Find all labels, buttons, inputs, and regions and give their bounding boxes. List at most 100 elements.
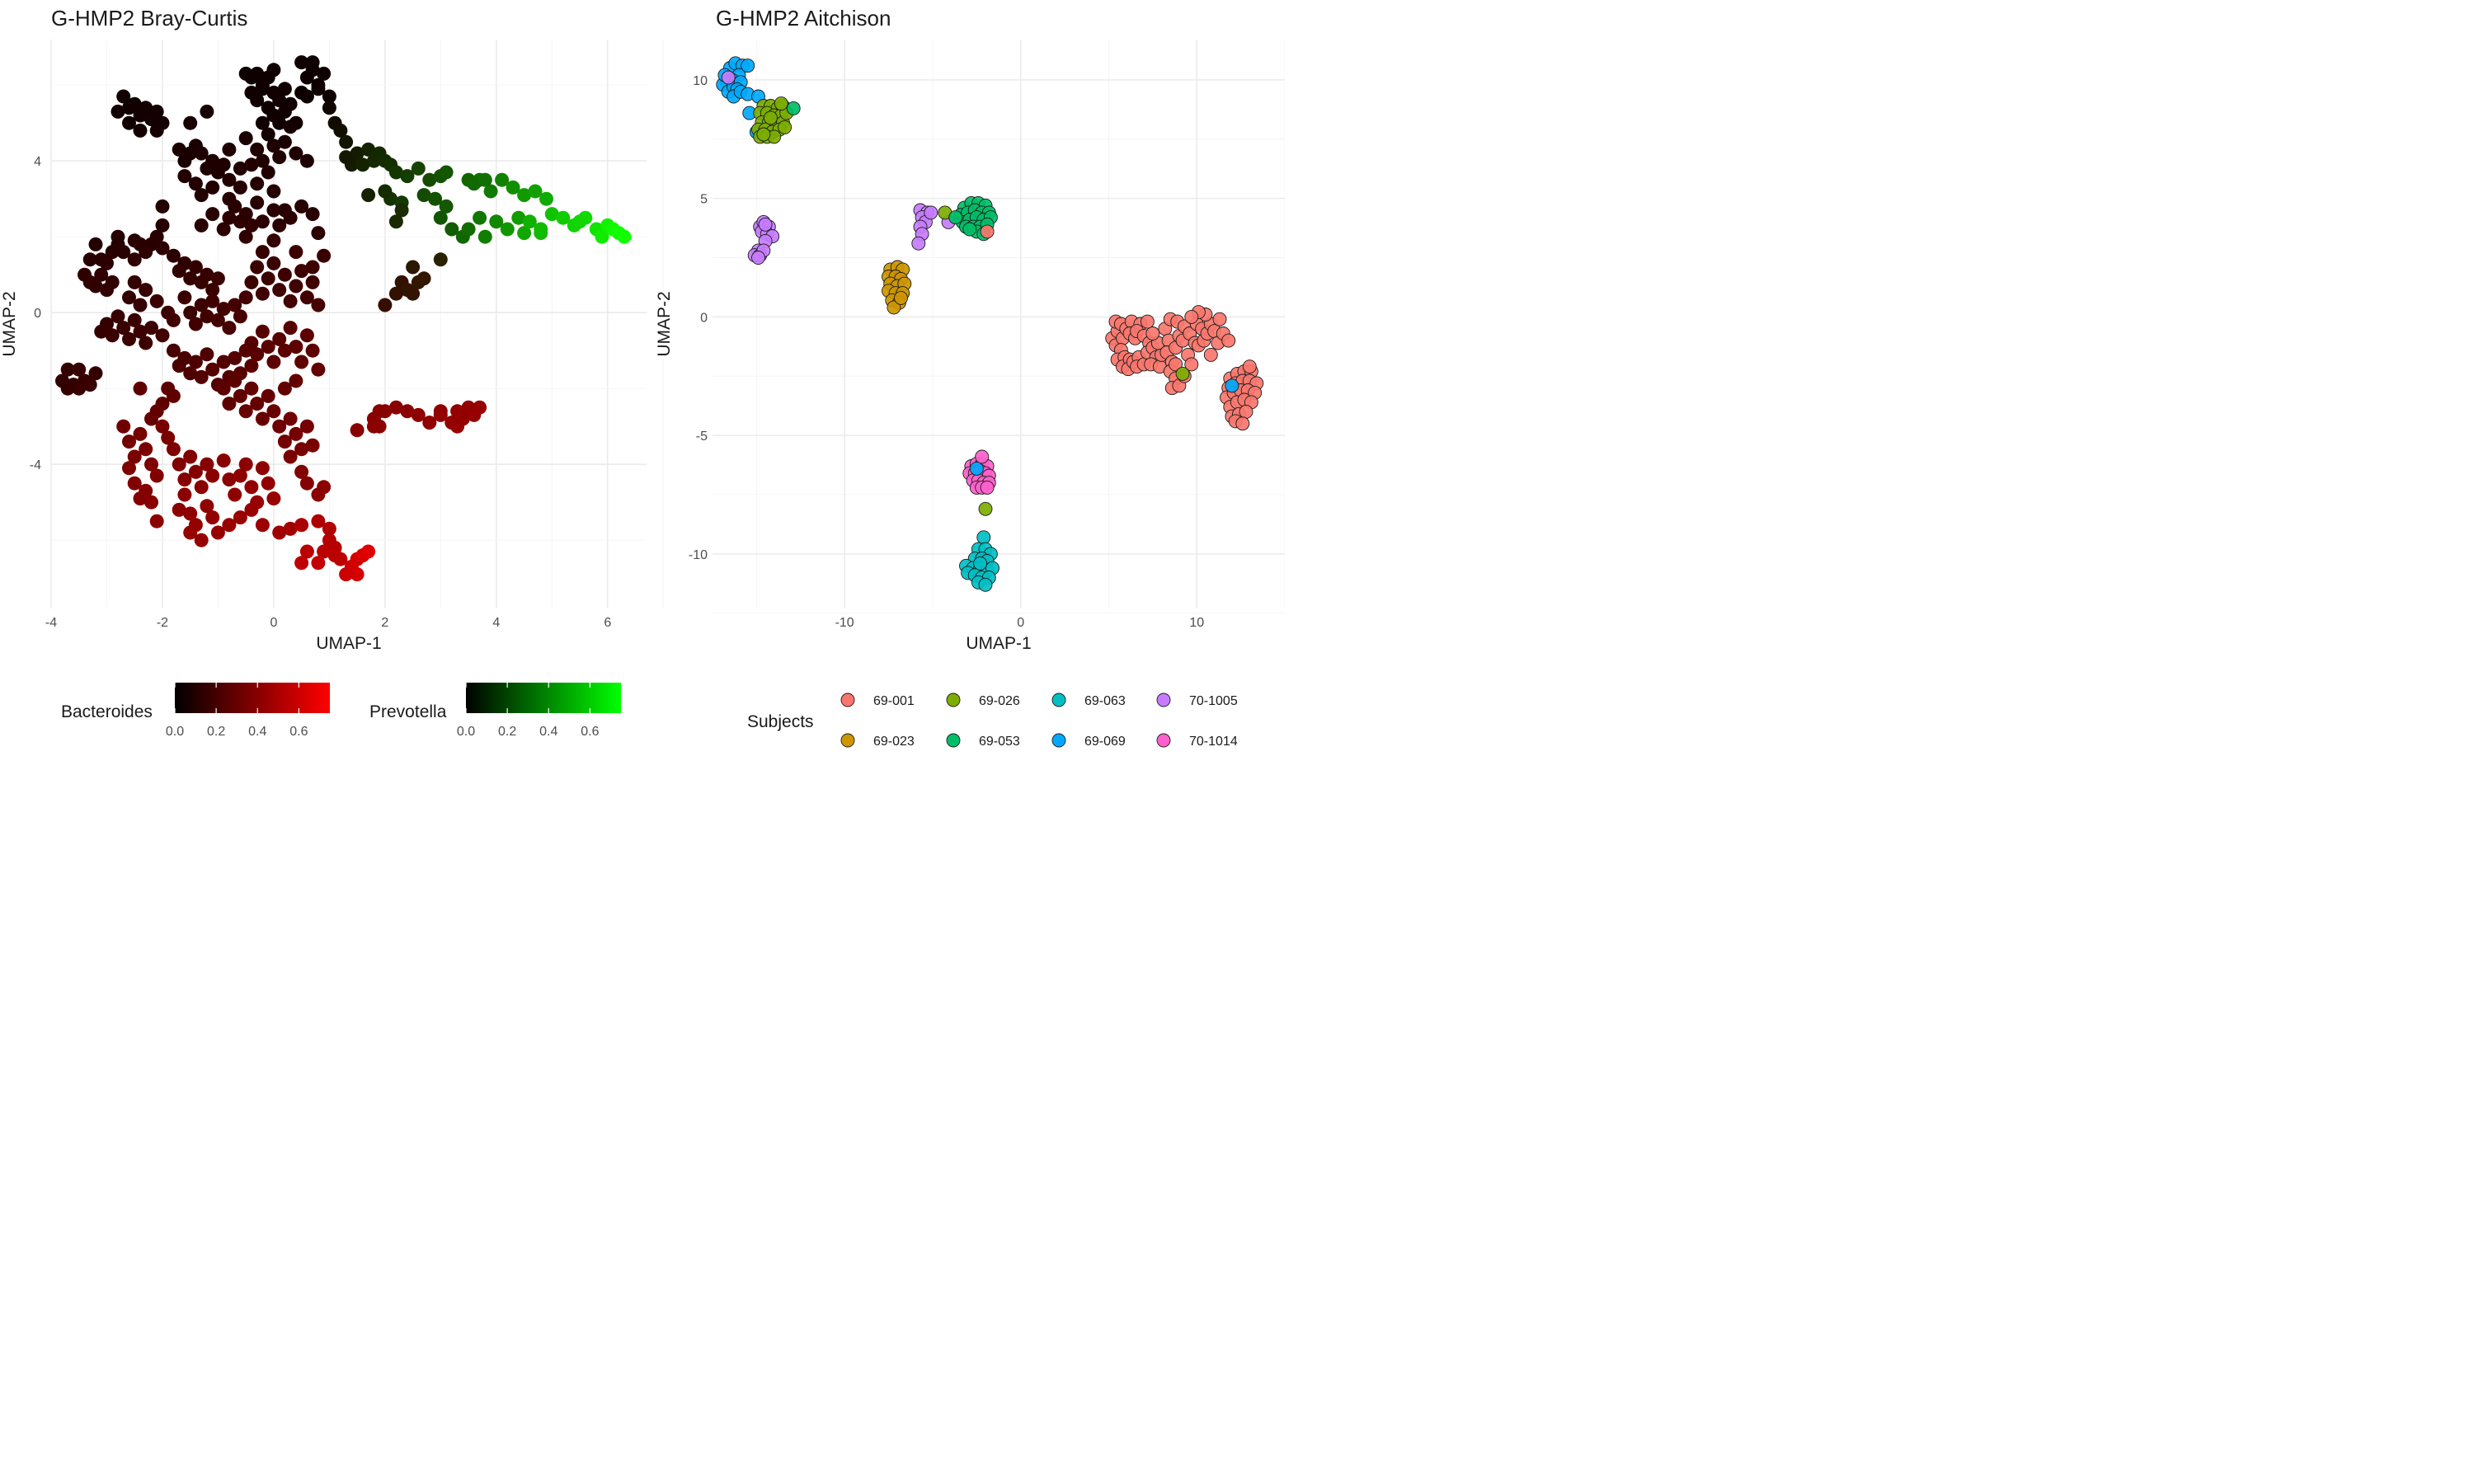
aitchison-point	[758, 217, 773, 232]
bray-curtis-point	[272, 93, 287, 108]
colorbar-tick-label: 0.6	[581, 725, 599, 739]
aitchison-point	[924, 205, 938, 220]
bray-curtis-point	[111, 229, 125, 244]
aitchison-points	[716, 56, 1264, 592]
bray-curtis-point	[166, 442, 181, 457]
bray-curtis-point	[277, 104, 292, 119]
bray-curtis-point	[100, 256, 114, 270]
aitchison-point	[1239, 404, 1253, 419]
bray-curtis-point	[289, 373, 303, 388]
bray-curtis-point	[111, 104, 125, 119]
bray-curtis-point	[210, 525, 225, 540]
aitchison-point	[786, 101, 801, 115]
bray-curtis-point	[183, 506, 198, 521]
bray-curtis-point	[400, 404, 415, 419]
legend-key-69-053	[946, 733, 961, 748]
bray-curtis-point	[238, 404, 253, 419]
aitchison-point	[1221, 333, 1236, 348]
bray-curtis-point	[149, 468, 164, 483]
bray-curtis-point	[122, 331, 136, 346]
aitchison-y-axis-title: UMAP-2	[655, 291, 674, 356]
bray-curtis-point	[233, 510, 247, 525]
bray-curtis-y-ticks: -4 0 4	[30, 155, 41, 472]
bray-curtis-point	[489, 214, 504, 229]
legend-label: 69-053	[979, 735, 1020, 749]
bray-curtis-point	[317, 544, 332, 559]
bray-curtis-point	[238, 457, 253, 472]
bray-curtis-point	[116, 89, 131, 104]
aitchison-point	[962, 222, 977, 237]
bray-curtis-point	[444, 222, 459, 237]
bray-curtis-point	[311, 226, 326, 241]
legend-label: 69-026	[979, 694, 1020, 708]
bray-curtis-point	[250, 397, 265, 411]
bray-curtis-point	[400, 169, 415, 184]
aitchison-point	[948, 210, 963, 225]
bray-curtis-point	[183, 366, 198, 381]
bray-curtis-point	[183, 525, 198, 540]
bray-curtis-point	[205, 510, 220, 525]
aitchison-x-tick-label: 0	[1017, 616, 1024, 630]
bray-curtis-point	[205, 362, 220, 377]
bray-curtis-point	[238, 290, 253, 305]
bray-curtis-point	[216, 157, 231, 172]
bray-curtis-point	[166, 312, 181, 327]
bray-curtis-point	[511, 210, 526, 225]
bray-curtis-point	[439, 165, 454, 180]
bray-curtis-point	[572, 214, 587, 229]
bray-curtis-point	[266, 233, 281, 248]
bray-curtis-point	[255, 411, 270, 426]
aitchison-point	[778, 120, 793, 134]
bray-curtis-point	[183, 271, 198, 286]
bray-curtis-point	[272, 331, 287, 346]
bray-curtis-point	[177, 487, 192, 502]
bray-curtis-point	[144, 411, 158, 426]
bray-curtis-point	[406, 260, 421, 275]
prevotella-legend: Prevotella 0.0 0.2 0.4 0.6	[369, 683, 621, 739]
bray-curtis-point	[299, 544, 314, 559]
aitchison-y-tick-label: 0	[700, 311, 708, 325]
bray-curtis-point	[255, 518, 270, 533]
bray-curtis-point	[350, 423, 365, 438]
bray-curtis-point	[528, 184, 543, 199]
bray-curtis-point	[250, 260, 265, 275]
bray-curtis-point	[222, 142, 237, 157]
colorbar-tick-label: 0.4	[539, 725, 557, 739]
aitchison-point	[975, 449, 990, 464]
bray-curtis-point	[339, 134, 354, 149]
bray-curtis-x-tick-label: 6	[604, 616, 611, 630]
bray-curtis-point	[194, 533, 209, 547]
bray-curtis-point	[155, 419, 170, 434]
bray-curtis-point	[111, 309, 125, 324]
bray-curtis-point	[361, 188, 376, 203]
bray-curtis-point	[355, 157, 370, 172]
bray-curtis-point	[149, 294, 164, 308]
bray-curtis-point	[317, 66, 332, 81]
bray-curtis-point	[517, 226, 532, 241]
bray-curtis-point	[289, 279, 303, 294]
colorbar-tick-label: 0.0	[457, 725, 475, 739]
legend-key-70-1005	[1156, 693, 1171, 707]
bray-curtis-point	[244, 157, 259, 172]
legend-label: 70-1014	[1189, 735, 1238, 749]
bray-curtis-point	[556, 210, 571, 225]
bray-curtis-point	[261, 476, 275, 491]
bray-curtis-point	[188, 355, 203, 369]
bray-curtis-point	[188, 317, 203, 331]
bray-curtis-point	[177, 350, 192, 365]
bray-curtis-point	[250, 66, 265, 81]
bray-curtis-point	[166, 248, 181, 263]
bray-curtis-point	[250, 93, 265, 108]
bray-curtis-point	[305, 343, 320, 358]
bray-curtis-point	[222, 472, 237, 487]
bray-curtis-point	[327, 548, 342, 563]
bray-curtis-point	[294, 55, 309, 70]
bray-curtis-point	[82, 378, 97, 392]
bray-curtis-point	[266, 355, 281, 369]
bray-curtis-point	[305, 207, 320, 222]
bray-curtis-point	[183, 449, 198, 464]
bray-curtis-point	[283, 321, 298, 336]
bray-curtis-y-tick-label: -4	[30, 458, 41, 472]
bray-curtis-point	[467, 176, 482, 191]
bray-curtis-point	[88, 366, 103, 381]
